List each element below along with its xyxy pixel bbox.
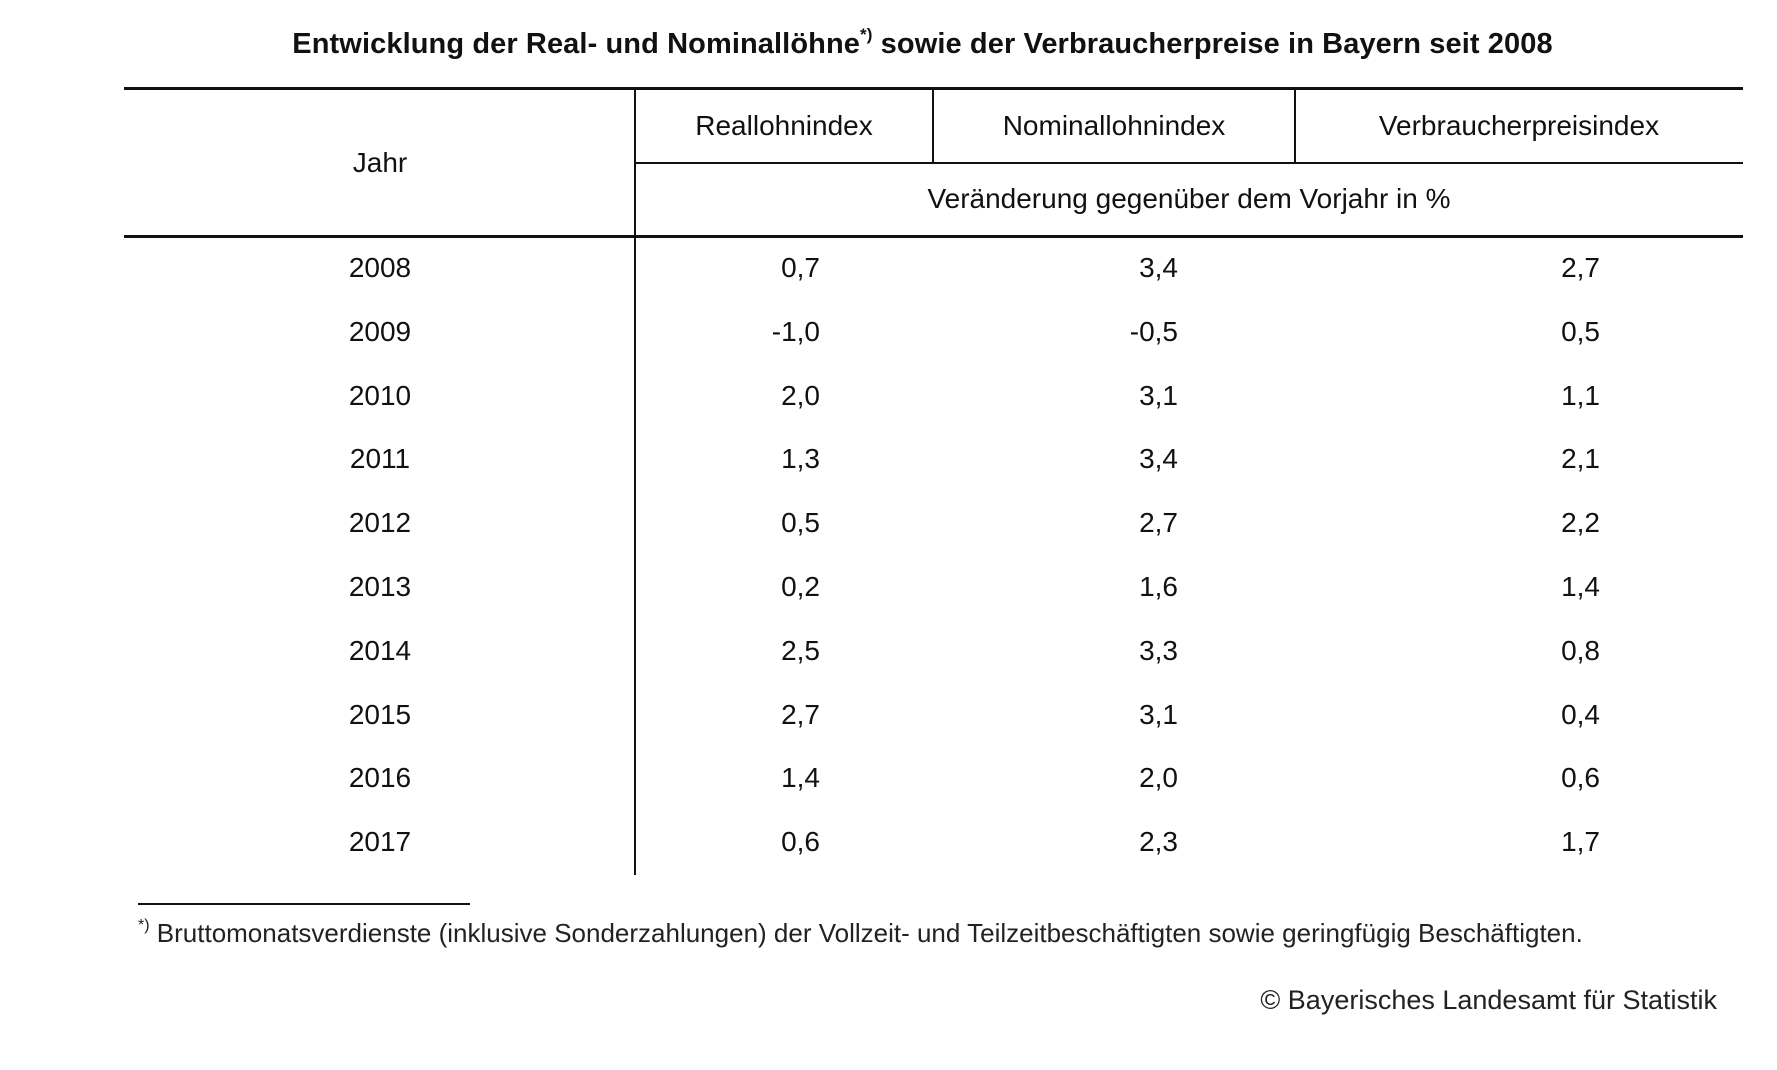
row-year: 2010 [348, 379, 412, 411]
footnote-rule [138, 903, 470, 905]
cell-verbraucherpreisindex: 0,8 [1561, 634, 1600, 666]
year-column-divider [634, 87, 636, 875]
column-divider-1 [932, 87, 934, 163]
row-year: 2013 [348, 571, 412, 602]
row-year: 2015 [348, 698, 412, 730]
cell-reallohnindex: 0,5 [781, 507, 820, 539]
cell-verbraucherpreisindex: 2,1 [1561, 443, 1600, 475]
cell-reallohnindex: 2,7 [781, 698, 820, 730]
cell-verbraucherpreisindex: 1,7 [1561, 826, 1600, 858]
cell-reallohnindex: 2,5 [781, 634, 820, 666]
cell-verbraucherpreisindex: 0,6 [1561, 762, 1600, 794]
cell-nominallohnindex: 2,0 [1139, 762, 1178, 794]
cell-reallohnindex: -1,0 [771, 315, 820, 347]
row-year: 2008 [348, 252, 412, 283]
copyright: © Bayerisches Landesamt für Statistik [1260, 985, 1717, 1015]
cell-verbraucherpreisindex: 0,5 [1561, 315, 1600, 347]
cell-nominallohnindex: 2,3 [1139, 826, 1178, 858]
cell-reallohnindex: 0,2 [781, 571, 820, 602]
column-divider-2 [1294, 87, 1296, 163]
cell-verbraucherpreisindex: 1,4 [1561, 571, 1600, 602]
cell-nominallohnindex: -0,5 [1129, 315, 1178, 347]
table-title: Entwicklung der Real- und Nominallöhne*)… [0, 25, 1777, 61]
header-reallohnindex: Reallohnindex [695, 110, 873, 141]
header-change-unit: Veränderung gegenüber dem Vorjahr in % [927, 183, 1451, 214]
header-nominallohnindex: Nominallohnindex [1002, 110, 1226, 141]
cell-reallohnindex: 1,3 [781, 443, 820, 475]
row-year: 2016 [348, 762, 412, 794]
cell-nominallohnindex: 3,4 [1139, 443, 1178, 475]
title-footnote-marker: *) [860, 25, 873, 44]
cell-verbraucherpreisindex: 2,2 [1561, 507, 1600, 539]
cell-nominallohnindex: 3,1 [1139, 379, 1178, 411]
cell-reallohnindex: 2,0 [781, 379, 820, 411]
cell-nominallohnindex: 2,7 [1139, 507, 1178, 539]
cell-reallohnindex: 0,6 [781, 826, 820, 858]
footnote: *) Bruttomonatsverdienste (inklusive Son… [138, 918, 1583, 949]
table-title-text-continued: sowie der Verbraucherpreise in Bayern se… [872, 28, 1553, 60]
cell-nominallohnindex: 3,4 [1139, 252, 1178, 283]
footnote-text: Bruttomonatsverdienste (inklusive Sonder… [149, 918, 1583, 948]
row-year: 2012 [348, 507, 412, 539]
row-year: 2009 [348, 315, 412, 347]
cell-verbraucherpreisindex: 2,7 [1561, 252, 1600, 283]
table-title-text: Entwicklung der Real- und Nominallöhne [292, 28, 861, 60]
cell-verbraucherpreisindex: 0,4 [1561, 698, 1600, 730]
header-bottom-rule [124, 235, 1743, 238]
cell-nominallohnindex: 3,1 [1139, 698, 1178, 730]
cell-reallohnindex: 0,7 [781, 252, 820, 283]
header-verbraucherpreisindex: Verbraucherpreisindex [1378, 110, 1660, 141]
footnote-marker: *) [138, 917, 150, 934]
cell-nominallohnindex: 1,6 [1139, 571, 1178, 602]
column-header-rule [635, 162, 1743, 164]
row-year: 2011 [349, 443, 411, 475]
row-year: 2014 [348, 634, 412, 666]
cell-verbraucherpreisindex: 1,1 [1561, 379, 1600, 411]
cell-nominallohnindex: 3,3 [1139, 634, 1178, 666]
header-year: Jahr [352, 147, 408, 178]
row-year: 2017 [348, 826, 412, 858]
cell-reallohnindex: 1,4 [781, 762, 820, 794]
